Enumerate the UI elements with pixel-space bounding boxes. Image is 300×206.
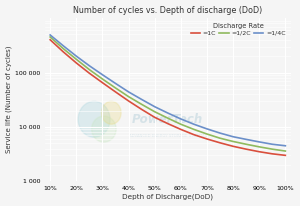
=1/4C xyxy=(192,123,196,125)
=1C xyxy=(74,62,78,64)
=1/4C xyxy=(127,91,130,93)
=1/2C xyxy=(205,133,209,135)
Legend: =1C, =1/2C, =1/4C: =1C, =1/2C, =1/4C xyxy=(189,21,287,38)
=1/2C xyxy=(127,95,130,98)
=1/2C xyxy=(88,68,91,71)
=1/4C xyxy=(166,112,169,114)
=1C xyxy=(100,81,104,84)
=1C xyxy=(88,72,91,74)
=1C xyxy=(271,153,274,155)
Line: =1/2C: =1/2C xyxy=(50,37,285,151)
Title: Number of cycles vs. Depth of discharge (DoD): Number of cycles vs. Depth of discharge … xyxy=(73,6,262,15)
=1C xyxy=(205,138,209,140)
=1C xyxy=(153,116,157,119)
=1/4C xyxy=(140,98,143,101)
=1/4C xyxy=(244,138,248,141)
=1/4C xyxy=(61,44,65,47)
=1C xyxy=(257,150,261,153)
Text: ADVANCED ENERGY STORAGE SYSTEMS: ADVANCED ENERGY STORAGE SYSTEMS xyxy=(129,134,207,138)
=1/2C xyxy=(231,140,235,143)
Ellipse shape xyxy=(78,101,110,137)
=1/2C xyxy=(192,128,196,131)
=1C xyxy=(48,39,52,41)
=1/4C xyxy=(218,132,222,134)
Text: PowerTech: PowerTech xyxy=(132,113,203,126)
=1C xyxy=(114,91,117,93)
=1/2C xyxy=(271,148,274,150)
=1/2C xyxy=(61,47,65,50)
=1/4C xyxy=(179,118,183,120)
Y-axis label: Service life (Number of cycles): Service life (Number of cycles) xyxy=(6,46,12,153)
Ellipse shape xyxy=(92,116,116,142)
=1/2C xyxy=(74,58,78,61)
=1/2C xyxy=(166,117,169,119)
=1/4C xyxy=(257,141,261,143)
Ellipse shape xyxy=(101,101,121,124)
=1C xyxy=(166,122,169,125)
=1/4C xyxy=(205,128,209,130)
=1/4C xyxy=(153,105,157,108)
=1/4C xyxy=(284,145,287,147)
=1C xyxy=(284,154,287,157)
=1/2C xyxy=(48,36,52,38)
=1C xyxy=(218,142,222,144)
=1/2C xyxy=(140,103,143,105)
=1/4C xyxy=(271,143,274,145)
=1/2C xyxy=(100,78,104,80)
=1/4C xyxy=(88,64,91,67)
=1C xyxy=(127,100,130,102)
X-axis label: Depth of Discharge(DoD): Depth of Discharge(DoD) xyxy=(122,194,213,200)
=1C xyxy=(231,145,235,147)
=1C xyxy=(192,133,196,136)
Line: =1/4C: =1/4C xyxy=(50,35,285,146)
=1/2C xyxy=(218,137,222,139)
=1/4C xyxy=(231,136,235,138)
=1/2C xyxy=(179,123,183,125)
=1C xyxy=(61,51,65,53)
=1C xyxy=(140,108,143,111)
=1/2C xyxy=(153,110,157,113)
=1/4C xyxy=(48,34,52,36)
=1/4C xyxy=(114,82,117,85)
=1/4C xyxy=(74,55,78,57)
=1C xyxy=(179,128,183,131)
=1/2C xyxy=(114,87,117,89)
=1/2C xyxy=(257,146,261,148)
=1/2C xyxy=(244,143,248,145)
=1/2C xyxy=(284,150,287,152)
=1/4C xyxy=(100,74,104,76)
=1C xyxy=(244,148,248,150)
Line: =1C: =1C xyxy=(50,40,285,155)
